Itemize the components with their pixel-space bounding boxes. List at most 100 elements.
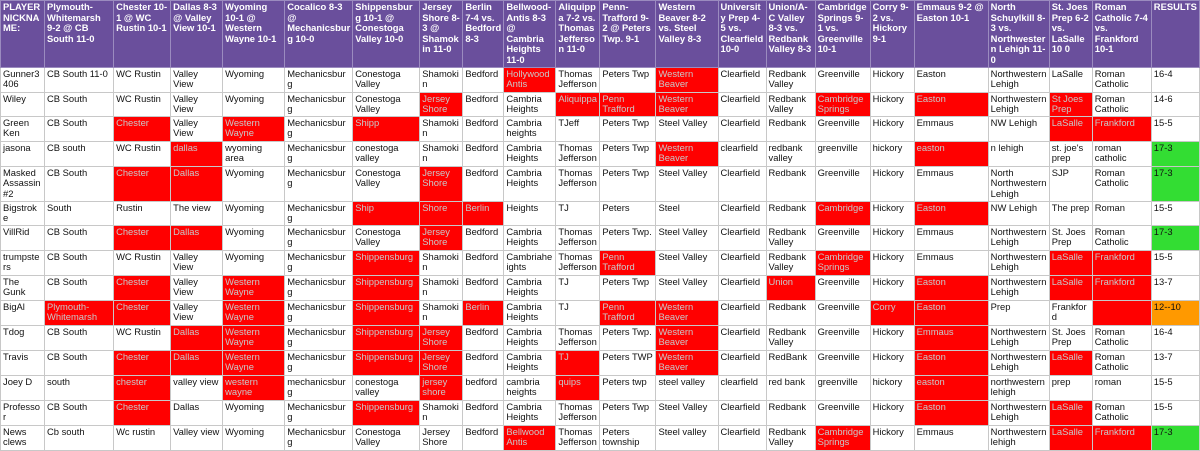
pick-cell: Steel — [655, 200, 719, 226]
pick-cell: Clearfield — [717, 299, 767, 326]
pick-cell: Hickory — [869, 165, 915, 202]
pick-cell: Chester — [113, 399, 172, 426]
table-body: Gunner3406 CB South 11-0 WC Rustin Valley V… — [0, 66, 1200, 451]
pick-cell: Shamokin — [419, 249, 464, 276]
pick-cell: Steel Valley — [655, 115, 719, 142]
pick-cell: St Joes Prep — [1048, 91, 1093, 117]
pick-cell: Easton — [913, 299, 989, 326]
pick-cell: Cambria Heights — [503, 324, 557, 351]
pick-cell: Thomas Jefferson — [555, 140, 601, 167]
pick-cell: Clearfield — [717, 115, 767, 142]
pick-cell: Plymouth-Whitemarsh — [44, 299, 115, 326]
pick-cell: Penn Trafford — [599, 249, 657, 276]
pick-cell: Jersey Shore — [419, 349, 464, 376]
pick-cell: TJ — [555, 274, 601, 301]
pick-cell: bedford — [462, 374, 505, 401]
pick-cell: Cb south — [44, 424, 115, 451]
pick-cell: Shamokin — [419, 140, 464, 167]
pick-cell: Hickory — [869, 349, 915, 376]
pick-cell: Hickory — [869, 249, 915, 276]
pick-cell: Redbank Valley — [765, 224, 816, 251]
pick-cell: Steel valley — [655, 424, 719, 451]
pick-cell: Dallas — [170, 224, 224, 251]
col-header-game-13: University Prep 4-5 vs. Clearfield 10-0 — [717, 0, 767, 68]
pick-cell: WC Rustin — [113, 66, 172, 93]
pick-cell: Clearfield — [717, 165, 767, 202]
col-header-game-6: Shippensburg 10-1 @ Conestoga Valley 10-… — [352, 0, 421, 68]
pick-cell: LaSalle — [1048, 249, 1093, 276]
pick-cell: Chester — [113, 224, 172, 251]
pick-cell: Roman Catholic — [1091, 224, 1152, 251]
pick-cell: Chester — [113, 274, 172, 301]
pick-cell: Shippensburg — [352, 349, 421, 376]
pick-cell: cambria heights — [503, 374, 557, 401]
pick-cell: CB South — [44, 274, 115, 301]
pick-cell: Bedford — [462, 115, 505, 142]
pick-cell: Shamokin — [419, 274, 464, 301]
pick-cell: TJ — [555, 299, 601, 326]
pick-cell: Hickory — [869, 324, 915, 351]
pick-cell: Emmaus — [913, 324, 989, 351]
pick-cell: LaSalle — [1048, 349, 1093, 376]
pick-cell: Redbank — [765, 200, 816, 226]
pick-cell: Mechanicsburg — [284, 349, 354, 376]
table-row: The Gunk CB South Chester Valley View Wester… — [0, 274, 1200, 301]
pick-cell: Hollywood Antis — [503, 66, 557, 93]
pick-cell: CB South — [44, 115, 115, 142]
pick-cell: Redbank — [765, 165, 816, 202]
col-header-game-12: Western Beaver 8-2 vs. Steel Valley 8-3 — [655, 0, 719, 68]
pick-cell: Peters TWP — [599, 349, 657, 376]
pick-cell: Western Wayne — [222, 115, 286, 142]
pick-cell: dallas — [170, 140, 224, 167]
result-cell: 15-5 — [1150, 249, 1200, 276]
pick-cell: Heights — [503, 200, 557, 226]
pick-cell: Mechanicsburg — [284, 324, 354, 351]
pick-cell: CB South — [44, 249, 115, 276]
pick-cell: Cambria Heights — [503, 274, 557, 301]
pick-cell: hickory — [869, 140, 915, 167]
pick-cell: Shippensburg — [352, 399, 421, 426]
pick-cell: Cambridge Springs — [814, 249, 871, 276]
pick-cell: Dallas — [170, 399, 224, 426]
table-row: Professor CB South Chester Dallas Wyoming Mec… — [0, 399, 1200, 426]
pick-cell: LaSalle — [1048, 66, 1093, 93]
pick-cell: Shippensburg — [352, 299, 421, 326]
pick-cell: Thomas Jefferson — [555, 249, 601, 276]
pick-cell: Prep — [987, 299, 1050, 326]
pick-cell: Greenville — [814, 274, 871, 301]
pick-cell: Roman Catholic — [1091, 324, 1152, 351]
player-nickname-cell: Tdog — [0, 324, 46, 351]
pick-cell: Mechanicsburg — [284, 399, 354, 426]
pick-cell: Conestoga Valley — [352, 224, 421, 251]
col-header-game-3: Dallas 8-3 @ Valley View 10-1 — [170, 0, 224, 68]
pick-cell: Northwestern lehigh — [987, 424, 1050, 451]
pick-cell: Shipp — [352, 115, 421, 142]
table-row: Masked Assassin #2 CB South Chester Dallas W… — [0, 165, 1200, 202]
pick-cell: Cambridge — [814, 200, 871, 226]
pick-cell: Chester — [113, 165, 172, 202]
pick-cell: Peters Twp — [599, 140, 657, 167]
pick-cell: CB South — [44, 91, 115, 117]
player-nickname-cell: Joey D — [0, 374, 46, 401]
pick-cell: conestoga valley — [352, 374, 421, 401]
pick-cell: Valley View — [170, 115, 224, 142]
pick-cell: Cambridge Springs — [814, 424, 871, 451]
result-cell: 17-3 — [1150, 224, 1200, 251]
pick-cell: Emmaus — [913, 115, 989, 142]
pick-cell: greenville — [814, 374, 871, 401]
pick-cell: Wyoming — [222, 165, 286, 202]
result-cell: 12--10 — [1150, 299, 1200, 326]
pick-cell: Cambria Heights — [503, 165, 557, 202]
pick-cell: Wyoming — [222, 91, 286, 117]
table-row: VillRid CB South Chester Dallas Wyoming Mecha… — [0, 224, 1200, 251]
player-nickname-cell: Green Ken — [0, 115, 46, 142]
pick-cell: The view — [170, 200, 224, 226]
pick-cell: TJ — [555, 200, 601, 226]
pick-cell: Shippensburg — [352, 249, 421, 276]
pick-cell: Emmaus — [913, 249, 989, 276]
pick-cell: Cambria Heights — [503, 91, 557, 117]
pick-cell: Cambria Heights — [503, 140, 557, 167]
pick-cell: Western Beaver — [655, 324, 719, 351]
pick-cell: chester — [113, 374, 172, 401]
col-header-game-17: Emmaus 9-2 @ Easton 10-1 — [913, 0, 989, 68]
